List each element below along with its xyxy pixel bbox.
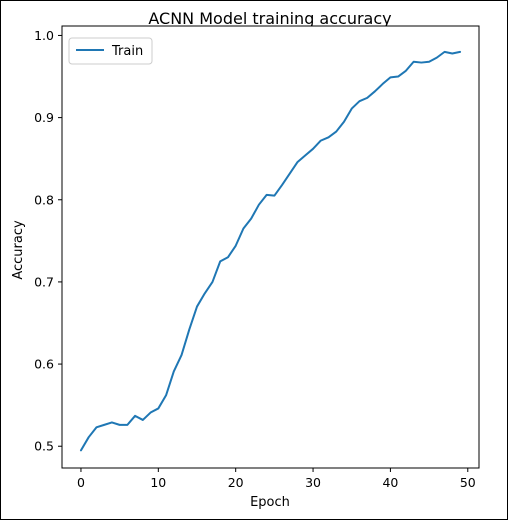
y-axis: 0.5 0.6 0.7 0.8 0.9 1.0 [34,28,62,454]
x-tick-label: 40 [382,475,398,490]
x-axis-label: Epoch [250,495,290,510]
series-layer [79,50,462,452]
x-tick-label: 0 [77,475,85,490]
x-axis: 0 10 20 30 40 50 [77,468,476,490]
axes-frame [61,25,480,469]
y-tick-label: 0.5 [34,439,54,454]
y-tick-label: 0.8 [34,192,54,207]
y-tick-label: 0.7 [34,274,54,289]
x-tick-label: 30 [305,475,321,490]
y-axis-label: Accuracy [11,220,26,280]
y-tick-label: 0.9 [34,110,54,125]
legend: Train [68,37,153,65]
y-tick-label: 0.6 [34,357,54,372]
y-tick-label: 1.0 [34,28,54,43]
plot-area: 0 10 20 30 40 50 0.5 0.6 0.7 0.8 0.9 1.0 [34,25,480,490]
x-tick-label: 10 [150,475,166,490]
x-tick-label: 50 [460,475,476,490]
chart-title: ACNN Model training accuracy [148,9,391,28]
series-line-train [79,50,462,452]
x-tick-label: 20 [228,475,244,490]
legend-box [68,37,153,65]
legend-label-train: Train [111,44,143,59]
